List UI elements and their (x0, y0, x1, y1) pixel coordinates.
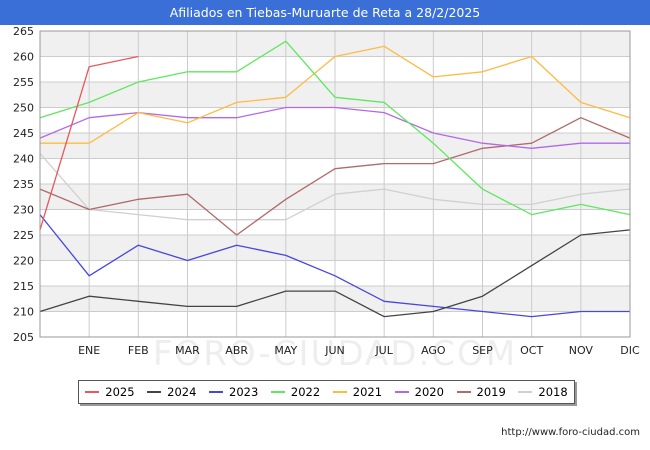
legend-label: 2023 (229, 385, 259, 399)
y-tick-label: 245 (13, 127, 34, 140)
plot-frame (39, 30, 631, 338)
x-tick-label: ABR (225, 344, 248, 357)
y-axis-ticks: 205 210 215 220 225 230 235 240 245 250 255 260 265 (13, 25, 34, 344)
x-tick-label: JUN (324, 344, 345, 357)
y-tick-label: 255 (13, 76, 34, 89)
legend-item-2022: 2022 (270, 385, 321, 399)
legend-label: 2019 (476, 385, 506, 399)
x-tick-label: MAR (175, 344, 200, 357)
y-tick-label: 260 (13, 51, 34, 64)
series-line-2021 (40, 45, 631, 144)
legend-label: 2024 (167, 385, 197, 399)
legend: 2025 2024 2023 2022 2021 2020 2019 2018 (78, 380, 575, 404)
legend-swatch (456, 391, 471, 393)
y-tick-label: 210 (13, 306, 34, 319)
x-tick-label: FEB (128, 344, 149, 357)
legend-label: 2021 (352, 385, 383, 399)
legend-item-2023: 2023 (209, 385, 258, 399)
legend-item-2020: 2020 (394, 385, 444, 399)
x-tick-label: DIC (620, 344, 640, 357)
y-tick-label: 225 (13, 229, 34, 242)
series-line-2025 (39, 55, 139, 231)
legend-swatch (518, 391, 533, 393)
y-tick-label: 265 (13, 25, 34, 38)
legend-swatch (209, 391, 224, 393)
y-tick-label: 235 (13, 178, 34, 191)
legend-item-2018: 2018 (518, 385, 568, 399)
y-tick-label: 250 (13, 102, 34, 115)
x-tick-label: SEP (472, 344, 493, 357)
y-tick-label: 205 (13, 331, 34, 344)
legend-swatch (332, 391, 347, 393)
chart-title: Afiliados en Tiebas-Muruarte de Reta a 2… (0, 0, 650, 25)
watermark: FORO-CIUDAD.COM (153, 334, 517, 374)
x-axis-ticks: ENE FEB MAR ABR MAY JUN JUL AGO SEP OCT NOV DIC (78, 344, 640, 357)
source-url[interactable]: http://www.foro-ciudad.com (501, 427, 640, 438)
legend-item-2019: 2019 (456, 385, 506, 399)
x-tick-label: NOV (569, 344, 594, 357)
series-lines (39, 40, 631, 318)
series-line-2022 (39, 40, 631, 216)
x-tick-label: AGO (421, 344, 446, 357)
legend-swatch (270, 391, 285, 393)
y-tick-label: 240 (13, 153, 34, 166)
x-tick-label: ENE (78, 344, 100, 357)
series-line-2024 (39, 229, 631, 318)
series-line-2019 (39, 117, 631, 236)
legend-item-2021: 2021 (332, 385, 383, 399)
y-tick-label: 220 (13, 255, 34, 268)
x-tick-label: JUL (374, 344, 393, 357)
y-tick-label: 230 (13, 204, 34, 217)
legend-swatch (85, 391, 100, 393)
legend-swatch (147, 391, 162, 393)
legend-label: 2018 (538, 385, 568, 399)
legend-label: 2022 (290, 385, 321, 399)
legend-item-2025: 2025 (85, 385, 135, 399)
x-tick-label: OCT (520, 344, 543, 357)
legend-label: 2025 (105, 385, 135, 399)
series-line-2023 (39, 214, 630, 318)
y-tick-label: 215 (13, 280, 34, 293)
legend-label: 2020 (414, 385, 444, 399)
series-line-2018 (39, 152, 631, 221)
legend-swatch (394, 391, 409, 393)
legend-item-2024: 2024 (147, 385, 196, 399)
x-tick-label: MAY (274, 344, 297, 357)
